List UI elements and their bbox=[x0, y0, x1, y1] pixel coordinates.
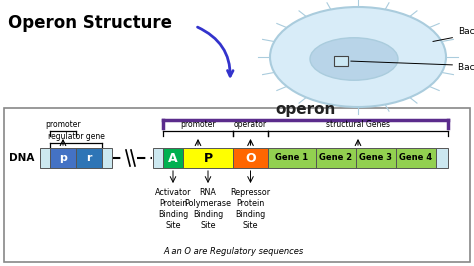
Text: regulator gene: regulator gene bbox=[47, 132, 104, 141]
Text: Bacterial Chromosome: Bacterial Chromosome bbox=[351, 61, 474, 72]
Text: Gene 2: Gene 2 bbox=[319, 153, 353, 163]
Text: DNA: DNA bbox=[9, 153, 35, 163]
Text: r: r bbox=[86, 153, 92, 163]
Text: Operon Structure: Operon Structure bbox=[8, 14, 172, 32]
Text: promoter: promoter bbox=[45, 120, 81, 129]
Text: Bacterium: Bacterium bbox=[433, 27, 474, 41]
FancyBboxPatch shape bbox=[356, 148, 396, 168]
Text: Gene 4: Gene 4 bbox=[400, 153, 433, 163]
FancyBboxPatch shape bbox=[316, 148, 356, 168]
FancyBboxPatch shape bbox=[40, 148, 50, 168]
FancyBboxPatch shape bbox=[163, 148, 183, 168]
Text: Activator
Protein
Binding
Site: Activator Protein Binding Site bbox=[155, 188, 191, 230]
Text: promoter: promoter bbox=[180, 120, 216, 129]
FancyBboxPatch shape bbox=[102, 148, 112, 168]
FancyBboxPatch shape bbox=[4, 108, 470, 262]
Bar bbox=[334, 56, 348, 66]
Text: Repressor
Protein
Binding
Site: Repressor Protein Binding Site bbox=[230, 188, 271, 230]
Text: RNA
Polymerase
Binding
Site: RNA Polymerase Binding Site bbox=[184, 188, 231, 230]
FancyBboxPatch shape bbox=[436, 148, 448, 168]
FancyBboxPatch shape bbox=[268, 148, 316, 168]
Text: Gene 3: Gene 3 bbox=[359, 153, 392, 163]
Text: p: p bbox=[59, 153, 67, 163]
Text: operator: operator bbox=[234, 120, 267, 129]
Ellipse shape bbox=[310, 38, 398, 80]
Ellipse shape bbox=[270, 7, 446, 107]
FancyBboxPatch shape bbox=[153, 148, 163, 168]
Text: Gene 1: Gene 1 bbox=[275, 153, 309, 163]
FancyBboxPatch shape bbox=[396, 148, 436, 168]
Text: A: A bbox=[168, 152, 178, 164]
FancyBboxPatch shape bbox=[233, 148, 268, 168]
Text: operon: operon bbox=[275, 102, 336, 117]
Text: P: P bbox=[203, 152, 212, 164]
FancyBboxPatch shape bbox=[76, 148, 102, 168]
FancyBboxPatch shape bbox=[50, 148, 76, 168]
Text: O: O bbox=[245, 152, 256, 164]
Text: A an O are Regulatory sequences: A an O are Regulatory sequences bbox=[163, 247, 303, 256]
FancyBboxPatch shape bbox=[183, 148, 233, 168]
Text: structural Genes: structural Genes bbox=[326, 120, 390, 129]
